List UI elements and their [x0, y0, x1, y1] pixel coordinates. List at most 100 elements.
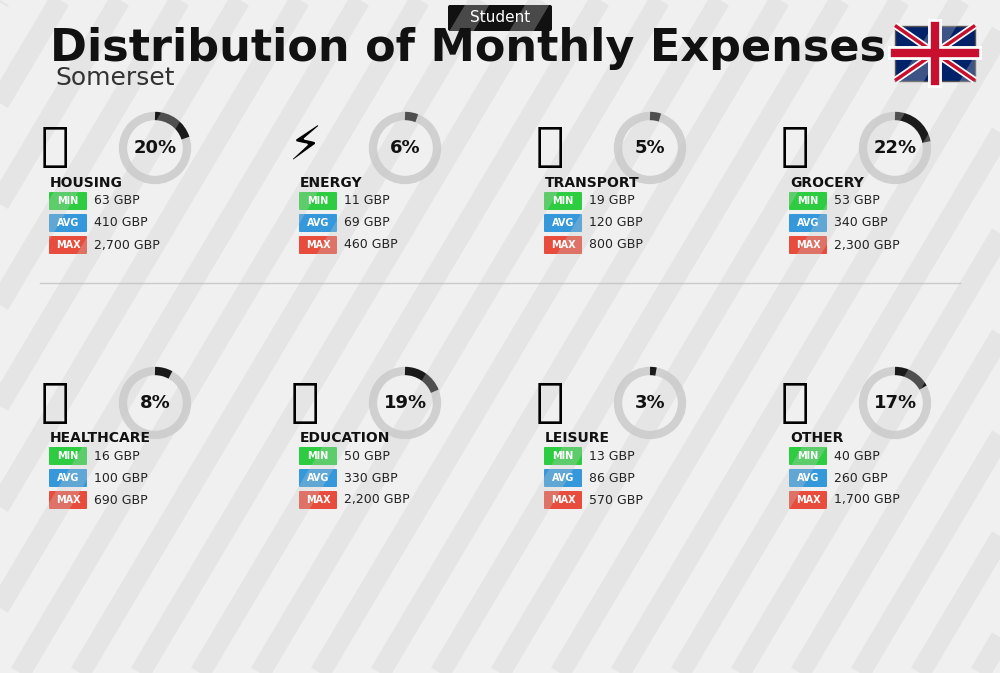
Text: MIN: MIN [307, 196, 329, 206]
Text: 🎓: 🎓 [291, 380, 319, 425]
Text: AVG: AVG [57, 218, 79, 228]
Text: MIN: MIN [57, 451, 79, 461]
Text: 19%: 19% [383, 394, 427, 412]
Text: 570 GBP: 570 GBP [589, 493, 643, 507]
Text: MAX: MAX [306, 495, 330, 505]
Text: 13 GBP: 13 GBP [589, 450, 635, 462]
Text: 🏢: 🏢 [41, 125, 69, 170]
Text: 2,700 GBP: 2,700 GBP [94, 238, 160, 252]
Text: 410 GBP: 410 GBP [94, 217, 148, 229]
Text: AVG: AVG [57, 473, 79, 483]
Text: 86 GBP: 86 GBP [589, 472, 635, 485]
FancyBboxPatch shape [789, 236, 827, 254]
Text: OTHER: OTHER [790, 431, 843, 445]
Text: Student: Student [470, 11, 530, 26]
Text: HEALTHCARE: HEALTHCARE [50, 431, 151, 445]
FancyBboxPatch shape [49, 192, 87, 210]
Text: MAX: MAX [796, 240, 820, 250]
Text: MAX: MAX [551, 495, 575, 505]
Text: AVG: AVG [307, 473, 329, 483]
FancyBboxPatch shape [789, 447, 827, 465]
Text: 22%: 22% [873, 139, 917, 157]
FancyBboxPatch shape [299, 214, 337, 232]
Text: 120 GBP: 120 GBP [589, 217, 643, 229]
FancyBboxPatch shape [789, 469, 827, 487]
Text: MIN: MIN [797, 451, 819, 461]
Text: MAX: MAX [796, 495, 820, 505]
Text: 🛒: 🛒 [781, 125, 809, 170]
Text: 40 GBP: 40 GBP [834, 450, 880, 462]
FancyBboxPatch shape [299, 192, 337, 210]
FancyBboxPatch shape [544, 236, 582, 254]
Text: 63 GBP: 63 GBP [94, 194, 140, 207]
Text: MAX: MAX [56, 495, 80, 505]
Bar [895, 26, 975, 81]
FancyBboxPatch shape [299, 447, 337, 465]
Text: 💰: 💰 [781, 380, 809, 425]
FancyBboxPatch shape [789, 214, 827, 232]
Text: ⚡: ⚡ [288, 125, 322, 170]
Text: AVG: AVG [552, 218, 574, 228]
Text: 🛍: 🛍 [536, 380, 564, 425]
Text: MIN: MIN [552, 196, 574, 206]
Text: 5%: 5% [635, 139, 665, 157]
Text: 69 GBP: 69 GBP [344, 217, 390, 229]
Text: MIN: MIN [307, 451, 329, 461]
FancyBboxPatch shape [49, 236, 87, 254]
FancyBboxPatch shape [299, 491, 337, 509]
Text: LEISURE: LEISURE [545, 431, 610, 445]
FancyBboxPatch shape [544, 214, 582, 232]
FancyBboxPatch shape [299, 236, 337, 254]
Text: 690 GBP: 690 GBP [94, 493, 148, 507]
FancyBboxPatch shape [49, 447, 87, 465]
Text: AVG: AVG [552, 473, 574, 483]
Text: AVG: AVG [797, 473, 819, 483]
Text: 8%: 8% [140, 394, 170, 412]
Text: 11 GBP: 11 GBP [344, 194, 390, 207]
Text: TRANSPORT: TRANSPORT [545, 176, 640, 190]
Text: MIN: MIN [797, 196, 819, 206]
Text: 1,700 GBP: 1,700 GBP [834, 493, 900, 507]
Text: GROCERY: GROCERY [790, 176, 864, 190]
Text: 50 GBP: 50 GBP [344, 450, 390, 462]
Text: 2,200 GBP: 2,200 GBP [344, 493, 410, 507]
Text: 800 GBP: 800 GBP [589, 238, 643, 252]
Text: Distribution of Monthly Expenses: Distribution of Monthly Expenses [50, 26, 886, 69]
Text: ENERGY: ENERGY [300, 176, 363, 190]
Text: 🚌: 🚌 [536, 125, 564, 170]
Text: EDUCATION: EDUCATION [300, 431, 390, 445]
Text: 100 GBP: 100 GBP [94, 472, 148, 485]
Text: 53 GBP: 53 GBP [834, 194, 880, 207]
Text: 6%: 6% [390, 139, 420, 157]
Text: 340 GBP: 340 GBP [834, 217, 888, 229]
Text: MIN: MIN [552, 451, 574, 461]
Text: 🏥: 🏥 [41, 380, 69, 425]
Text: HOUSING: HOUSING [50, 176, 123, 190]
Text: 260 GBP: 260 GBP [834, 472, 888, 485]
FancyBboxPatch shape [544, 491, 582, 509]
Text: AVG: AVG [797, 218, 819, 228]
Text: 19 GBP: 19 GBP [589, 194, 635, 207]
FancyBboxPatch shape [299, 469, 337, 487]
Text: 3%: 3% [635, 394, 665, 412]
Text: Somerset: Somerset [55, 66, 175, 90]
Text: MIN: MIN [57, 196, 79, 206]
FancyBboxPatch shape [789, 192, 827, 210]
FancyBboxPatch shape [544, 469, 582, 487]
FancyBboxPatch shape [49, 491, 87, 509]
Text: MAX: MAX [306, 240, 330, 250]
FancyBboxPatch shape [448, 5, 552, 31]
Text: MAX: MAX [551, 240, 575, 250]
FancyBboxPatch shape [49, 469, 87, 487]
Text: AVG: AVG [307, 218, 329, 228]
Text: 16 GBP: 16 GBP [94, 450, 140, 462]
Text: MAX: MAX [56, 240, 80, 250]
FancyBboxPatch shape [789, 491, 827, 509]
Text: 17%: 17% [873, 394, 917, 412]
Text: 330 GBP: 330 GBP [344, 472, 398, 485]
FancyBboxPatch shape [49, 214, 87, 232]
Text: 2,300 GBP: 2,300 GBP [834, 238, 900, 252]
FancyBboxPatch shape [544, 192, 582, 210]
FancyBboxPatch shape [544, 447, 582, 465]
Text: 20%: 20% [133, 139, 177, 157]
